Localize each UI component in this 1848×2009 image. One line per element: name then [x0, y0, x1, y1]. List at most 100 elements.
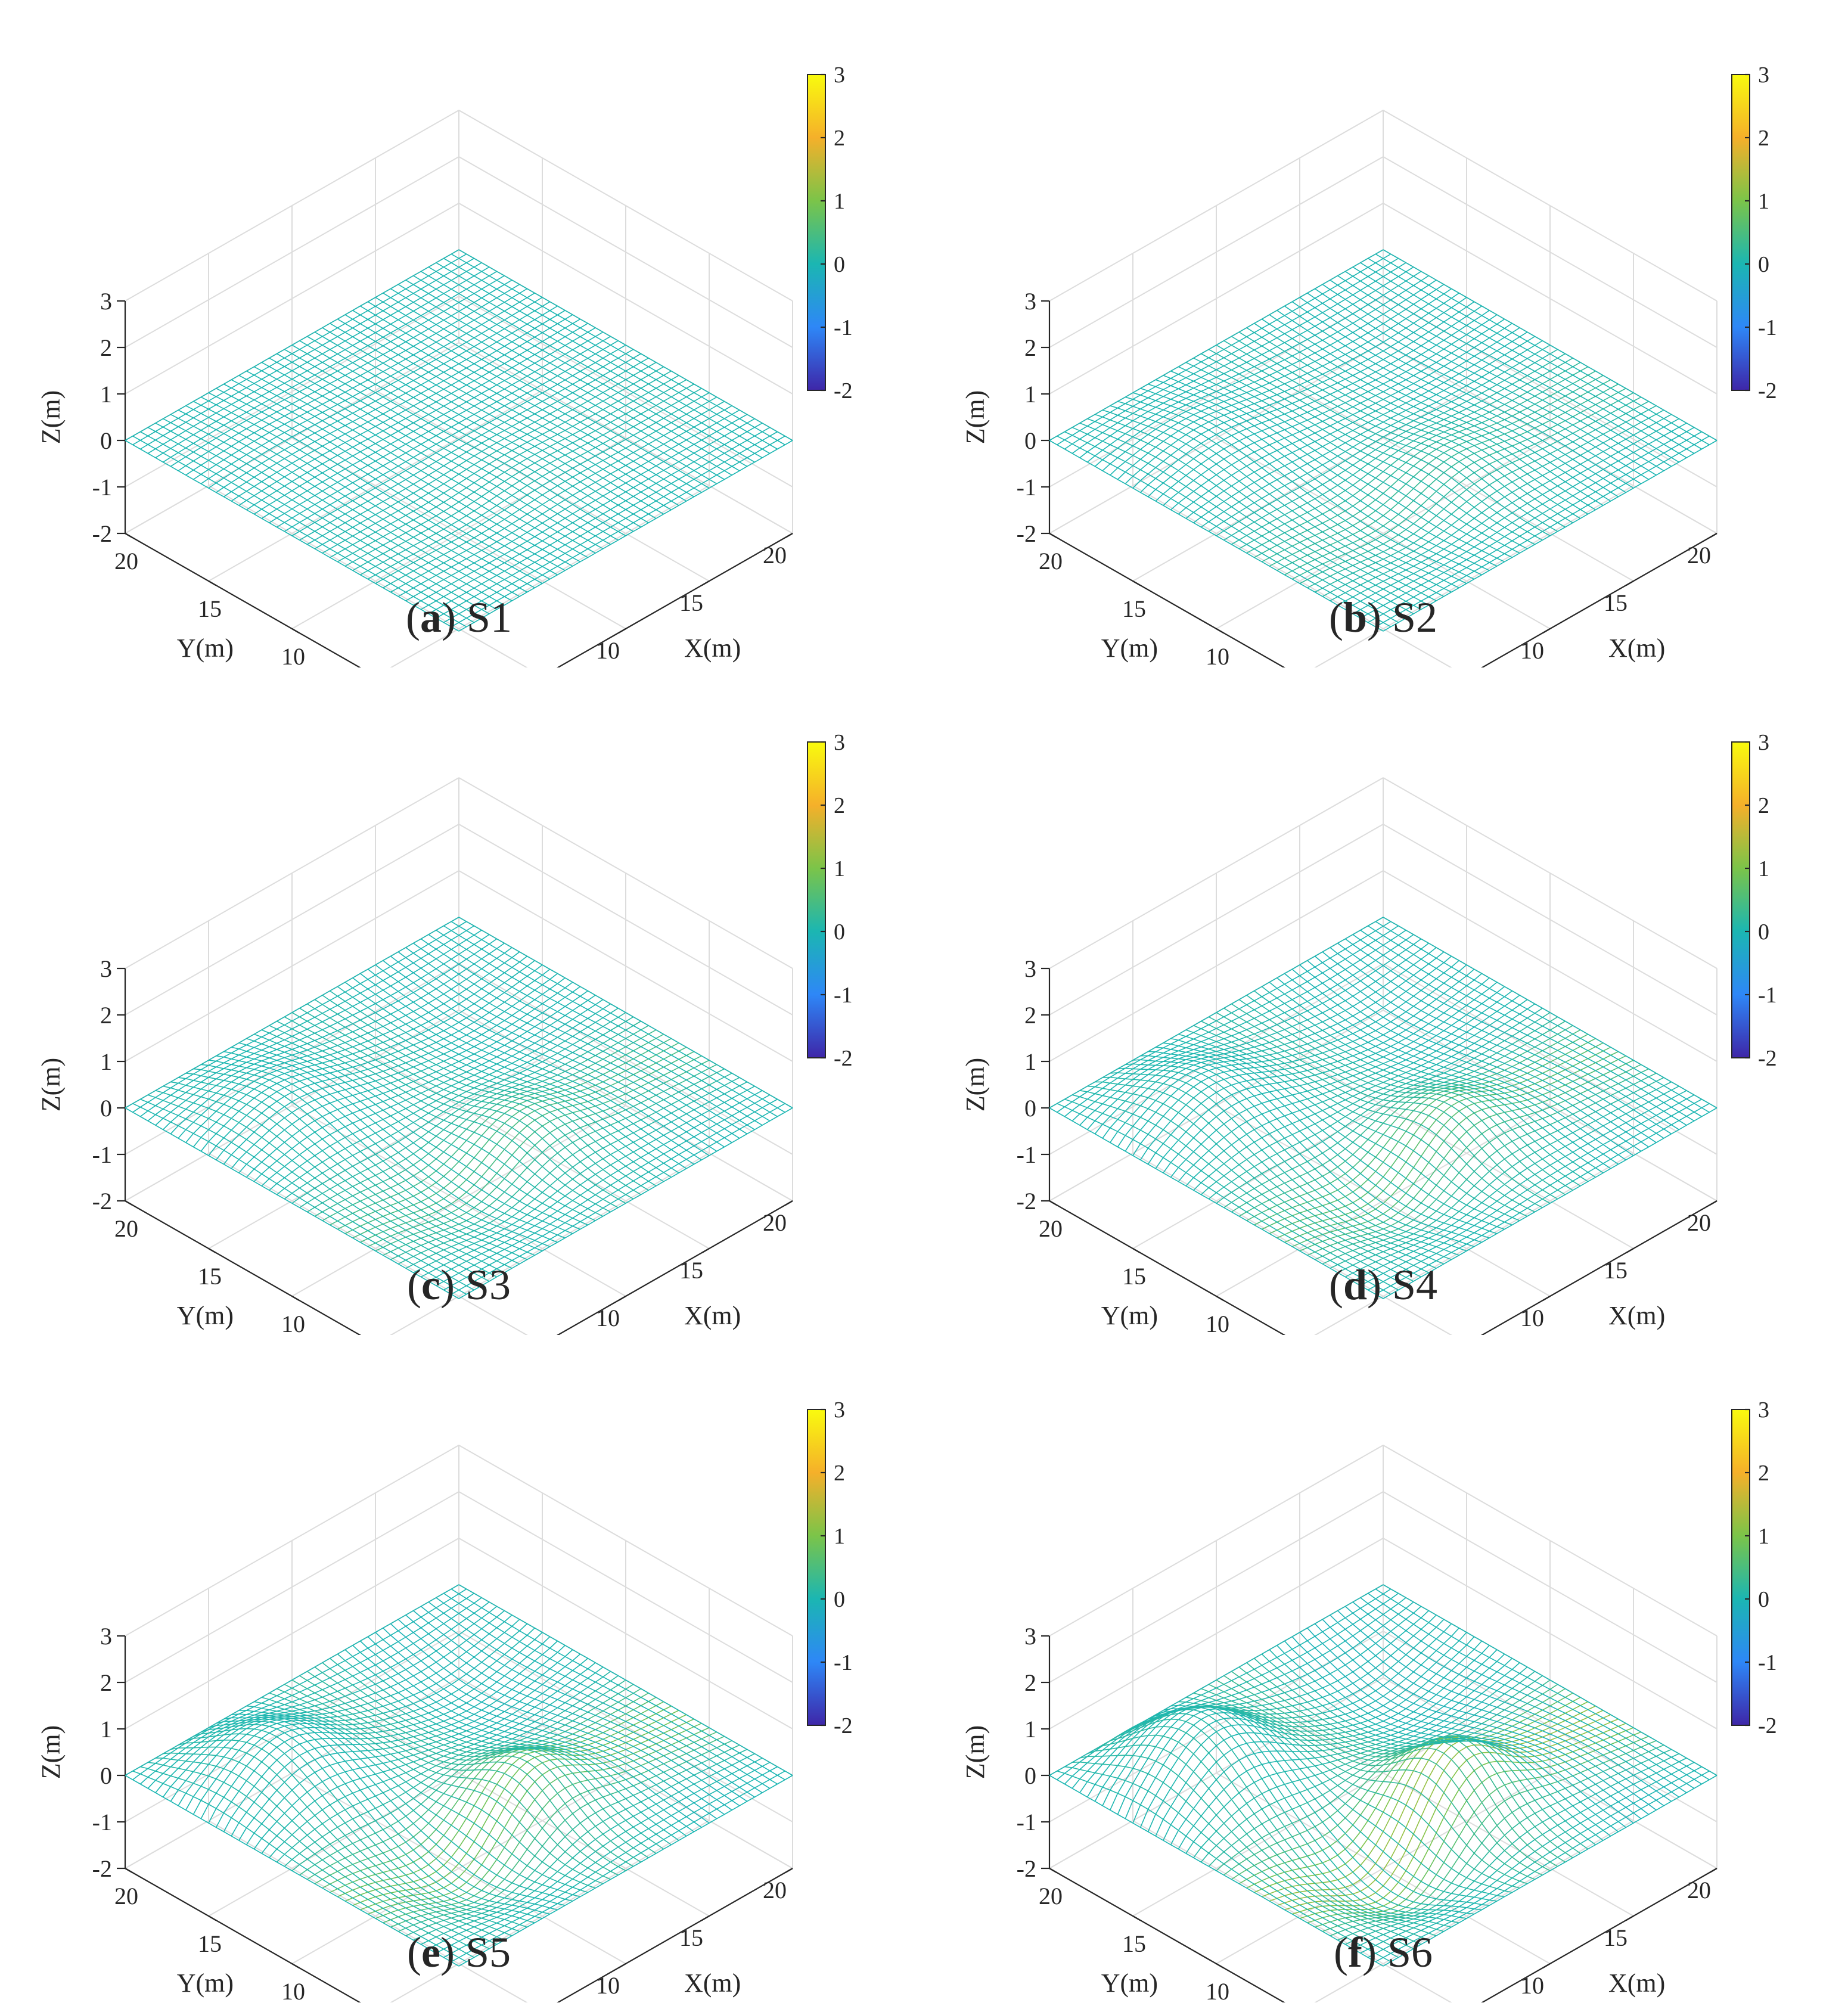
mesh-line: [1231, 336, 1566, 528]
mesh-line: [330, 990, 664, 1182]
mesh-line: [451, 921, 785, 1113]
x-tick-label: 20: [1687, 1877, 1711, 1904]
mesh-line: [155, 1090, 490, 1282]
grid-line: [458, 1677, 793, 1869]
mesh-line: [1284, 305, 1619, 498]
mesh-line: [1238, 331, 1573, 523]
mesh-line: [1344, 271, 1679, 463]
x-tick-mark: [1542, 1963, 1551, 1968]
grid-line: [1383, 1491, 1717, 1683]
mesh-line: [231, 1713, 566, 1906]
panel-caption: (e) S5: [407, 1929, 511, 1976]
y-axis-label: Y(m): [1101, 1968, 1158, 1998]
mesh-line: [1291, 1636, 1626, 1828]
mesh-line: [330, 322, 664, 515]
surface-mesh: [125, 917, 793, 1299]
caption-paren-open: (: [1329, 594, 1343, 641]
mesh-line: [330, 1657, 664, 1850]
y-tick-label: 15: [1122, 1930, 1146, 1957]
mesh-line: [170, 1746, 505, 1941]
surface-mesh: [125, 1584, 793, 1967]
z-tick-label: 3: [1024, 288, 1036, 315]
z-axis-label: Z(m): [36, 1058, 66, 1111]
y-tick-mark: [125, 533, 133, 538]
mesh-line: [1337, 275, 1672, 467]
mesh-line: [1049, 440, 1384, 632]
mesh-line: [238, 1042, 573, 1234]
mesh-line: [246, 1038, 580, 1230]
mesh-line: [1307, 1628, 1642, 1819]
grid-line: [208, 1057, 543, 1249]
mesh-line: [1254, 1658, 1589, 1850]
colorbar-tick-label: 0: [834, 252, 845, 277]
grid-line: [1049, 870, 1384, 1062]
colorbar-tick-label: -2: [1758, 378, 1777, 403]
mesh-line: [1231, 1670, 1566, 1863]
caption-paren-close: ): [442, 594, 467, 641]
mesh-line: [352, 310, 687, 502]
colorbar-tick-label: -2: [1758, 1046, 1777, 1071]
y-tick-label: 15: [1122, 1263, 1146, 1290]
mesh-line: [1299, 297, 1634, 489]
mesh-line: [1057, 1103, 1392, 1295]
colorbar-tick-label: 2: [1758, 126, 1769, 151]
panel-caption: (f) S6: [1334, 1929, 1433, 1976]
panel-caption: (d) S4: [1329, 1261, 1437, 1309]
colorbar-tick-label: -1: [834, 315, 853, 340]
mesh-line: [1148, 1051, 1482, 1243]
y-tick-mark: [1132, 1248, 1141, 1253]
mesh-line: [170, 414, 505, 606]
z-tick-label: -1: [92, 1809, 112, 1836]
mesh-line: [367, 968, 702, 1160]
colorbar-tick-label: -1: [1758, 315, 1777, 340]
caption-letter: e: [421, 1929, 440, 1976]
caption-paren-close: ): [1362, 1929, 1387, 1976]
mesh-line: [140, 1766, 474, 1958]
mesh-line: [337, 318, 672, 511]
grid-line: [1049, 342, 1384, 534]
colorbar-tick-label: 1: [1758, 1524, 1769, 1549]
mesh-line: [1368, 257, 1702, 450]
mesh-line: [1314, 955, 1649, 1148]
grid-line: [1299, 390, 1634, 582]
mesh-line: [1095, 1081, 1429, 1274]
mesh-line: [1095, 414, 1429, 606]
surface-mesh: [1049, 249, 1717, 632]
mesh-line: [185, 405, 520, 597]
grid-line: [1383, 342, 1717, 534]
mesh-line: [413, 275, 747, 467]
x-tick-mark: [701, 580, 710, 586]
grid-line: [125, 1445, 459, 1637]
colorbar-tick-label: 3: [834, 730, 845, 755]
colorbar-gradient: [1731, 1409, 1750, 1726]
mesh-line: [223, 1051, 558, 1243]
grid-line: [1383, 110, 1717, 302]
y-tick-label: 20: [114, 548, 138, 575]
mesh-line: [405, 280, 740, 471]
mesh-line: [1064, 431, 1399, 623]
mesh-line: [1238, 999, 1573, 1191]
y-tick-label: 20: [1039, 1215, 1063, 1242]
mesh-line: [405, 947, 740, 1139]
mesh-line: [178, 409, 513, 601]
y-axis-label: Y(m): [177, 1301, 234, 1330]
mesh-line: [1337, 1749, 1672, 1941]
x-axis-label: X(m): [684, 1301, 741, 1330]
mesh-line: [1193, 1693, 1528, 1884]
mesh-line: [1125, 396, 1459, 589]
grid-line: [1049, 203, 1384, 395]
mesh-line: [201, 1724, 535, 1924]
y-tick-mark: [1049, 1868, 1057, 1873]
mesh-line: [352, 1714, 687, 1906]
colorbar: -2 -1 0 1 2 3: [1731, 63, 1777, 403]
caption-label: S6: [1387, 1929, 1433, 1976]
mesh-line: [413, 414, 747, 606]
colorbar-gradient: [807, 741, 826, 1058]
mesh-line: [1276, 310, 1611, 502]
z-tick-label: 2: [1024, 1002, 1036, 1029]
mesh-line: [1216, 1679, 1551, 1871]
grid-line: [1049, 1631, 1384, 1822]
mesh-line: [147, 1094, 482, 1286]
x-tick-label: 15: [679, 589, 703, 616]
